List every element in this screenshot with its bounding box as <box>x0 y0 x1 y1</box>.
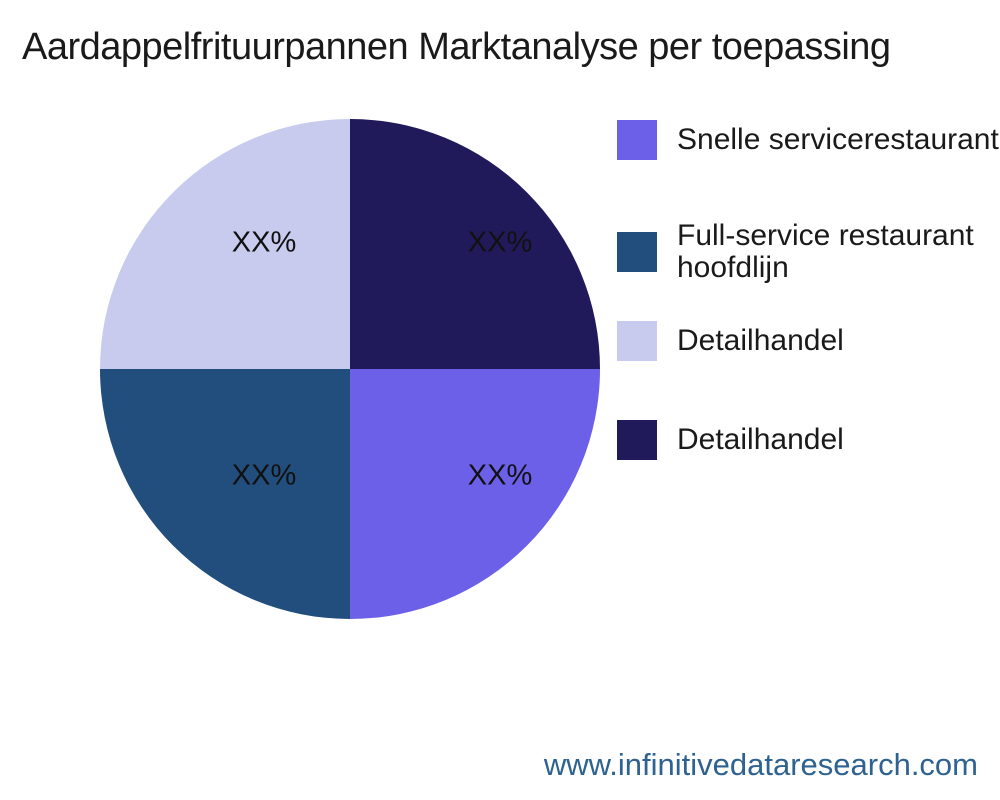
legend-label-line1: Detailhandel <box>677 324 844 357</box>
legend-label: Snelle servicerestaurant <box>677 124 999 156</box>
page-title: Aardappelfrituurpannen Marktanalyse per … <box>22 26 891 68</box>
legend-label-line1: Full-service restaurant <box>677 219 974 252</box>
slice-label-bottom-left: XX% <box>231 459 297 492</box>
legend-label: Detailhandel <box>677 424 844 456</box>
legend-swatch-purple <box>617 120 657 160</box>
pie-slice-bottom-right <box>350 369 600 619</box>
legend-item-full-service-restaurant: Full-service restaurant hoofdlijn <box>617 220 974 284</box>
slice-label-bottom-right: XX% <box>467 459 533 492</box>
pie-slice-bottom-left <box>100 369 350 619</box>
legend-item-detailhandel-light: Detailhandel <box>617 321 844 361</box>
legend-label-line1: Detailhandel <box>677 423 844 456</box>
legend-item-detailhandel-dark: Detailhandel <box>617 420 844 460</box>
watermark-url: www.infinitivedataresearch.com <box>543 747 978 782</box>
legend-label-line1: Snelle servicerestaurant <box>677 123 999 156</box>
legend-swatch-steel-blue <box>617 232 657 272</box>
slice-label-top-left: XX% <box>231 226 297 259</box>
pie-chart <box>100 119 600 619</box>
pie-svg <box>100 119 600 619</box>
legend-label: Full-service restaurant hoofdlijn <box>677 220 974 284</box>
slice-label-top-right: XX% <box>467 226 533 259</box>
legend-swatch-navy <box>617 420 657 460</box>
legend-label-line2: hoofdlijn <box>677 251 789 284</box>
legend-swatch-lavender <box>617 321 657 361</box>
legend-item-snelle-servicerestaurant: Snelle servicerestaurant <box>617 120 999 160</box>
pie-slice-top-left <box>100 119 350 369</box>
pie-slice-top-right <box>350 119 600 369</box>
legend-label: Detailhandel <box>677 325 844 357</box>
